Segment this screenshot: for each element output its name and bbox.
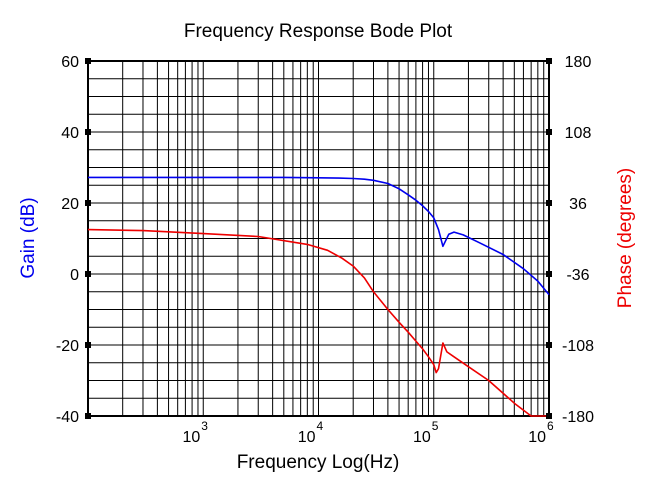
right-tick-marker	[546, 413, 552, 419]
x-tick-exponent: 4	[317, 419, 324, 433]
right-tick-label: -180	[562, 409, 594, 426]
x-tick-exponent: 5	[432, 419, 439, 433]
right-tick-marker	[546, 342, 552, 348]
right-tick-marker	[546, 271, 552, 277]
left-tick-label: -20	[56, 338, 79, 355]
left-tick-label: 20	[61, 196, 79, 213]
left-tick-marker	[85, 200, 91, 206]
x-tick-base: 10	[182, 429, 200, 446]
right-tick-marker	[546, 58, 552, 64]
left-axis-ticks: 60 40 20 0 -20 -40	[56, 54, 91, 426]
right-tick-label: -36	[566, 267, 589, 284]
x-tick-base: 10	[528, 429, 546, 446]
right-axis-ticks: 180 108 36 -36 -108 -180	[546, 54, 594, 426]
x-tick-base: 10	[298, 429, 316, 446]
x-tick-base: 10	[413, 429, 431, 446]
right-tick-label: 36	[569, 196, 587, 213]
chart-title: Frequency Response Bode Plot	[184, 21, 453, 42]
right-tick-marker	[546, 129, 552, 135]
x-axis-label: Frequency Log(Hz)	[237, 452, 400, 473]
right-tick-label: 108	[565, 125, 592, 142]
left-tick-marker	[85, 271, 91, 277]
plot-frame	[87, 60, 550, 417]
left-tick-marker	[85, 129, 91, 135]
left-tick-marker	[85, 413, 91, 419]
x-tick-label: 105	[413, 419, 439, 446]
left-tick-label: -40	[56, 409, 79, 426]
left-tick-marker	[85, 342, 91, 348]
x-tick-label: 103	[182, 419, 208, 446]
phase-series-line	[87, 228, 549, 417]
left-tick-label: 40	[61, 125, 79, 142]
grid-lines	[88, 61, 549, 416]
left-tick-label: 60	[61, 54, 79, 71]
x-tick-exponent: 3	[201, 419, 208, 433]
right-axis-label: Phase (degrees)	[615, 168, 636, 308]
right-tick-label: 180	[565, 54, 592, 71]
left-tick-label: 0	[70, 267, 79, 284]
x-tick-label: 106	[528, 419, 554, 446]
gain-series-line	[88, 176, 550, 296]
x-tick-exponent: 6	[547, 419, 554, 433]
left-tick-marker	[85, 58, 91, 64]
x-tick-label: 104	[298, 419, 324, 446]
right-tick-label: -108	[562, 338, 594, 355]
left-axis-label: Gain (dB)	[18, 197, 39, 278]
data-series	[87, 176, 550, 417]
right-tick-marker	[546, 200, 552, 206]
